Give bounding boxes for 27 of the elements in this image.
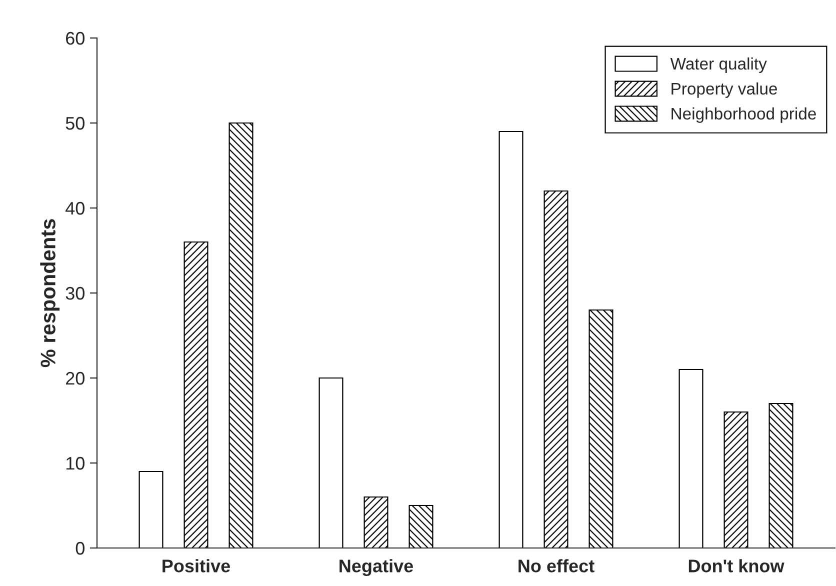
bar xyxy=(318,377,344,548)
x-tick-label: Don't know xyxy=(688,559,784,572)
bar xyxy=(768,402,794,548)
x-tick-label: Negative xyxy=(340,559,414,576)
legend-label: Water quality xyxy=(670,57,767,73)
bar xyxy=(498,130,524,548)
y-tick-label: 40 xyxy=(66,202,84,215)
bar xyxy=(184,241,208,548)
bar xyxy=(138,470,164,548)
x-tick-label: Positive xyxy=(162,559,230,572)
y-tick-label: 60 xyxy=(66,32,84,45)
y-tick-label: 10 xyxy=(66,456,84,470)
y-tick-label: 20 xyxy=(66,372,84,385)
bar xyxy=(678,368,704,548)
y-tick-label: 30 xyxy=(66,286,84,300)
x-tick-label: No effect xyxy=(518,559,594,572)
bar xyxy=(228,122,254,548)
bar xyxy=(364,496,388,548)
legend-label: Neighborhood pride xyxy=(672,107,816,123)
y-tick-label: 0 xyxy=(76,542,84,555)
legend-label: Property value xyxy=(672,82,777,98)
bar xyxy=(724,411,748,548)
bar xyxy=(588,309,614,548)
bar xyxy=(408,504,434,548)
bar xyxy=(544,190,568,548)
y-tick-label: 50 xyxy=(66,116,84,130)
y-axis-title: % respondents xyxy=(40,219,60,368)
